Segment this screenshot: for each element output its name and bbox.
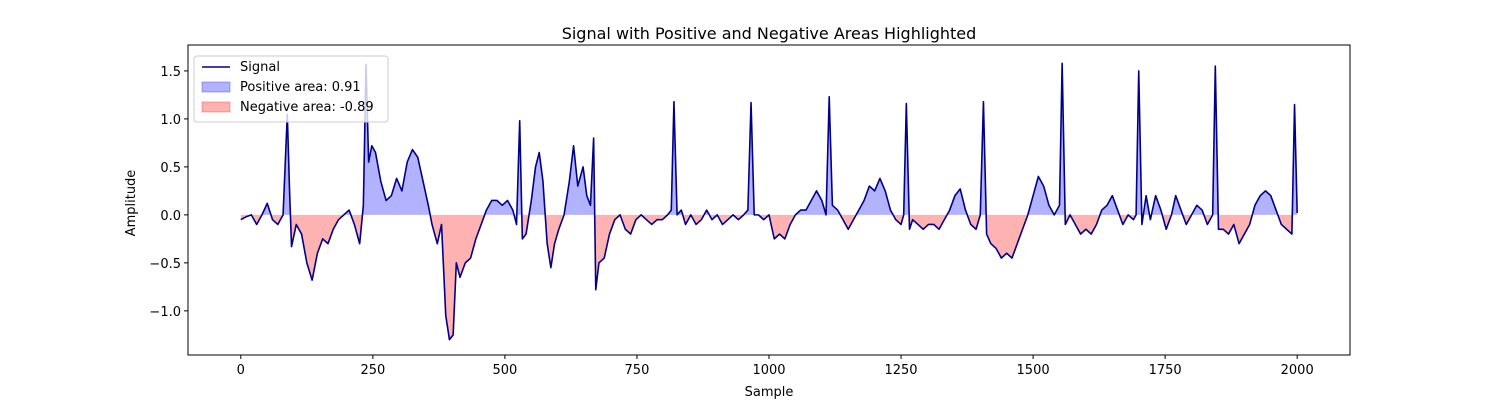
chart-title: Signal with Positive and Negative Areas … [562, 24, 977, 43]
y-tick-label: −1.0 [149, 305, 181, 320]
y-tick-label: 0.0 [160, 209, 181, 224]
x-tick-label: 2000 [1281, 363, 1314, 378]
legend-box [193, 55, 389, 123]
x-tick-label: 500 [492, 363, 517, 378]
y-tick-label: 0.5 [160, 161, 181, 176]
signal-line [240, 62, 1298, 341]
x-axis-label: Sample [745, 385, 794, 400]
legend-swatch [201, 101, 231, 113]
negative-area [240, 214, 1298, 340]
x-tick-label: 750 [625, 363, 650, 378]
x-tick-label: 1750 [1149, 363, 1182, 378]
legend-label: Negative area: -0.89 [240, 100, 374, 115]
x-tick-label: 1500 [1017, 363, 1050, 378]
x-tick-label: 1000 [752, 363, 785, 378]
x-tick-label: 1250 [884, 363, 917, 378]
legend-label: Signal [240, 60, 280, 75]
x-tick-label: 250 [360, 363, 385, 378]
legend-swatch [201, 81, 231, 93]
x-tick-label: 0 [237, 363, 245, 378]
y-tick-label: 1.0 [160, 113, 181, 128]
y-tick-label: 1.5 [160, 65, 181, 80]
y-tick-label: −0.5 [149, 257, 181, 272]
y-axis-label: Amplitude [124, 170, 139, 237]
legend-label: Positive area: 0.91 [240, 80, 361, 95]
plot-frame [187, 44, 1351, 356]
